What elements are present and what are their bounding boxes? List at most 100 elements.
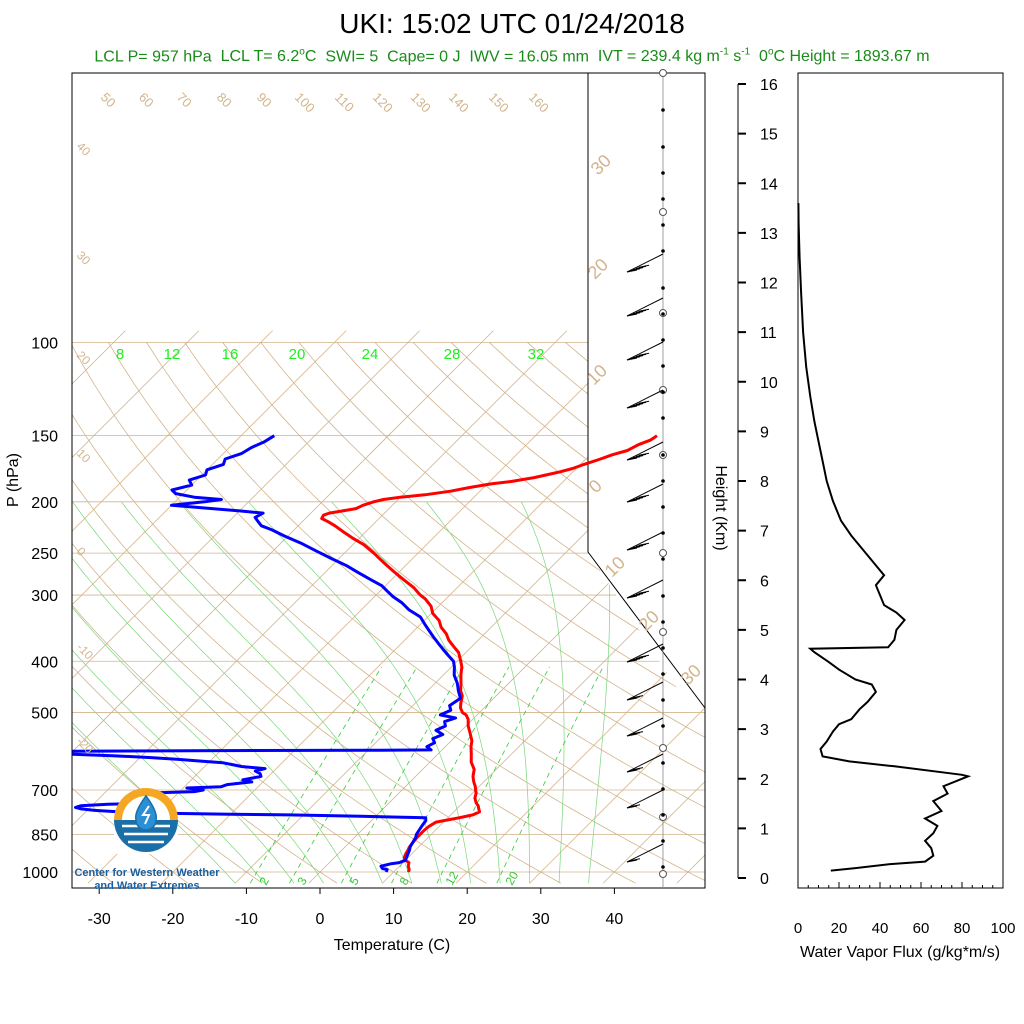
level-dot: [661, 416, 665, 420]
wind-barb-feather: [629, 356, 641, 360]
height-tick-label: 6: [760, 573, 769, 590]
level-dot: [661, 312, 665, 316]
height-tick-label: 15: [760, 127, 778, 144]
wind-barb-feather: [638, 452, 650, 456]
lcl-pressure: LCL P= 957 hPa: [94, 48, 212, 66]
wind-barb-feather: [632, 767, 644, 771]
moist-adiabat: [178, 501, 442, 884]
y-tick-label: 300: [31, 588, 58, 605]
height-tick-label: 8: [760, 474, 769, 491]
level-dot: [661, 761, 665, 765]
calm-circle: [659, 628, 667, 636]
dry-adiabat: [72, 665, 338, 884]
y-tick-label: 200: [31, 495, 58, 512]
wind-barb-staff: [626, 341, 664, 361]
wind-barb-feather: [629, 658, 641, 662]
dry-adiabat: [222, 342, 705, 738]
wind-barb-feather: [626, 269, 638, 273]
wind-barb-feather: [632, 657, 644, 661]
wind-barb-staff: [626, 753, 664, 773]
flux-frame: [797, 72, 1004, 889]
wind-barb-feather: [638, 400, 650, 404]
y-tick-label: 250: [31, 546, 58, 563]
calm-circle: [659, 208, 667, 216]
y-tick-label: 500: [31, 706, 58, 723]
iwv-value: IWV = 16.05 mm: [469, 48, 589, 66]
height-tick-label: 0: [760, 871, 769, 888]
wind-barb-feather: [626, 499, 638, 503]
wind-barb-feather: [626, 313, 638, 317]
dewpoint-line: [72, 434, 462, 873]
isotherm-line: [529, 707, 705, 884]
wind-barb-feather: [629, 696, 641, 700]
wind-barb-feather: [635, 543, 647, 547]
plot-frame: [71, 72, 706, 889]
wind-barb-feather: [626, 547, 638, 551]
wind-barb-feather: [626, 733, 638, 737]
cape-value: Cape= 0 J: [387, 48, 461, 66]
height-axis-label: Height (Km): [712, 465, 729, 550]
moist-adiabat: [520, 501, 565, 884]
wind-barb-feather: [629, 732, 641, 736]
flux-x-tick-label: 60: [913, 920, 930, 937]
level-dot: [661, 145, 665, 149]
level-dot: [661, 249, 665, 253]
wind-barb-feather: [635, 655, 647, 659]
flux-line: [797, 203, 972, 872]
height-tick-label: 10: [760, 375, 778, 392]
wind-barb-feather: [629, 456, 641, 460]
wind-barb-feather: [635, 401, 647, 405]
moist-adiabat: [72, 501, 383, 884]
moist-adiabat: [248, 501, 472, 884]
wind-barb-feather: [638, 542, 650, 546]
wind-barb-feather: [632, 403, 644, 407]
mixing-ratio-label: 20: [289, 346, 306, 363]
dry-adiabat: [298, 342, 705, 671]
mixing-ratio-line: [249, 666, 382, 884]
flux-x-tick-label: 80: [954, 920, 971, 937]
wind-barb-staff: [626, 843, 664, 863]
wind-barb-feather: [626, 859, 638, 863]
wind-barb-feather: [626, 595, 638, 599]
flux-x-tick-label: 100: [990, 920, 1015, 937]
level-dot: [661, 286, 665, 290]
y-tick-label: 1000: [22, 865, 58, 882]
isotherm-line: [72, 330, 421, 679]
moist-adiabat: [72, 649, 295, 884]
dry-adiabat: [184, 342, 705, 773]
mixing-ratio-label: 12: [164, 346, 181, 363]
wind-barb-feather: [629, 498, 641, 502]
mixing-ratio-label: 8: [116, 346, 124, 363]
barb-area-mask: [588, 73, 705, 708]
flux-axes: 0 20 40 60 80 100 Water Vapor Flux (g/kg*m/s): [794, 72, 1016, 961]
level-dot: [661, 108, 665, 112]
swi-value: SWI= 5: [325, 48, 379, 66]
mixing-ratio-label: 12: [442, 869, 461, 888]
y-tick-label: 700: [31, 783, 58, 800]
level-dot: [661, 865, 665, 869]
x-tick-label: 30: [532, 911, 550, 928]
wind-barb-feather: [629, 594, 641, 598]
wind-barb-feather: [635, 453, 647, 457]
height-tick-label: 1: [760, 821, 769, 838]
x-tick-label: 10: [385, 911, 403, 928]
x-tick-label: 20: [458, 911, 476, 928]
temperature-line: [320, 434, 658, 873]
freezing-level-height: 0oC Height = 1893.67 m: [759, 47, 930, 66]
chart-title: UKI: 15:02 UTC 01/24/2018: [339, 8, 685, 39]
wind-barb-feather: [626, 697, 638, 701]
height-tick-label: 11: [760, 325, 777, 342]
level-dot: [661, 594, 665, 598]
mixing-ratio-label: 32: [528, 346, 545, 363]
height-tick-label: 2: [760, 772, 769, 789]
wind-barb-staff: [626, 253, 664, 273]
wind-barb-feather: [626, 405, 638, 409]
dry-adiabat: [72, 604, 412, 884]
dry-adiabat: [72, 542, 487, 884]
isotherm-line: [72, 330, 494, 753]
level-dot: [661, 390, 665, 394]
level-dot: [661, 364, 665, 368]
wind-barb-feather: [632, 355, 644, 359]
